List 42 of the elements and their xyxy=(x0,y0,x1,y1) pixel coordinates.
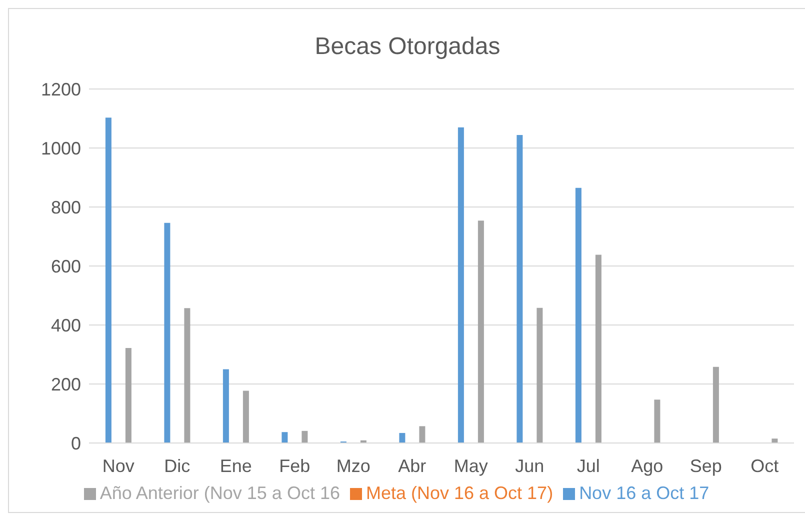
bar xyxy=(654,400,660,443)
bar xyxy=(458,127,464,443)
x-tick-label: Ago xyxy=(631,456,664,476)
y-tick-label: 800 xyxy=(50,197,81,218)
y-tick-label: 0 xyxy=(70,433,81,454)
x-tick-label: Nov xyxy=(102,456,134,476)
bar xyxy=(125,348,132,443)
bar xyxy=(222,369,229,443)
bar xyxy=(242,390,249,443)
bar xyxy=(536,308,543,443)
bar xyxy=(282,432,288,443)
bar xyxy=(712,366,719,443)
x-tick-label: Jul xyxy=(576,456,600,476)
x-tick-label: Feb xyxy=(279,456,310,476)
y-tick-label: 1000 xyxy=(40,138,81,158)
bar xyxy=(184,308,190,443)
y-tick-label: 600 xyxy=(50,256,81,276)
bar xyxy=(575,188,582,443)
x-tick-label: Sep xyxy=(690,456,722,476)
x-tick-label: Oct xyxy=(750,456,779,476)
legend-label: Año Anterior (Nov 15 a Oct 16 xyxy=(100,483,340,503)
x-tick-label: Ene xyxy=(220,456,252,476)
bar xyxy=(595,254,602,443)
y-tick-label: 1200 xyxy=(40,79,81,100)
chart-title: Becas Otorgadas xyxy=(314,32,502,62)
x-tick-label: May xyxy=(454,456,488,476)
bar xyxy=(772,438,778,443)
legend-label: Meta (Nov 16 a Oct 17) xyxy=(366,483,554,503)
bar xyxy=(105,118,112,443)
x-tick-label: Abr xyxy=(398,456,426,476)
bar xyxy=(399,432,406,443)
x-tick-label: Dic xyxy=(164,456,190,476)
x-tick-label: Mzo xyxy=(336,456,370,476)
bar xyxy=(419,426,426,443)
bar xyxy=(516,135,523,443)
bar xyxy=(302,430,308,443)
bar xyxy=(478,220,484,443)
y-tick-label: 400 xyxy=(50,315,81,336)
legend-label: Nov 16 a Oct 17 xyxy=(579,483,710,503)
y-tick-label: 200 xyxy=(50,374,81,394)
x-tick-label: Jun xyxy=(515,456,544,476)
bar xyxy=(164,222,170,443)
